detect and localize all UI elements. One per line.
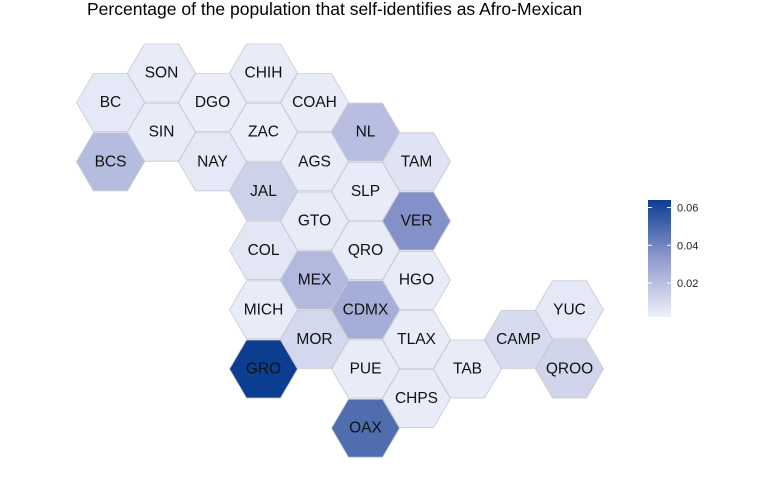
state-label-zac: ZAC: [248, 124, 279, 141]
state-label-yuc: YUC: [553, 301, 586, 318]
state-label-oax: OAX: [349, 420, 382, 437]
state-tile-ver: [382, 191, 451, 251]
state-label-camp: CAMP: [496, 331, 541, 348]
state-label-bc: BC: [100, 94, 122, 111]
state-label-qro: QRO: [348, 242, 383, 259]
state-tile-yuc: [535, 280, 604, 340]
legend-ticks: 0.02 0.04 0.06: [648, 203, 698, 290]
legend-tick-label: 0.04: [677, 240, 698, 252]
color-legend: 0.02 0.04 0.06: [648, 200, 698, 317]
state-label-qroo: QROO: [546, 361, 593, 378]
state-label-pue: PUE: [350, 361, 382, 378]
state-label-col: COL: [248, 242, 280, 259]
state-label-tab: TAB: [453, 361, 482, 378]
legend-colorbar: [648, 200, 671, 317]
state-label-chps: CHPS: [395, 390, 438, 407]
state-label-coah: COAH: [292, 94, 337, 111]
state-label-slp: SLP: [351, 183, 380, 200]
state-tile-gro: [229, 339, 298, 399]
state-label-gto: GTO: [298, 213, 331, 230]
state-label-ags: AGS: [298, 153, 331, 170]
state-label-tam: TAM: [401, 153, 433, 170]
state-label-nl: NL: [356, 124, 376, 141]
state-label-jal: JAL: [250, 183, 277, 200]
state-label-son: SON: [145, 65, 179, 82]
state-label-cdmx: CDMX: [343, 301, 389, 318]
legend-tick-label: 0.02: [677, 278, 698, 290]
state-label-chih: CHIH: [245, 65, 283, 82]
state-tiles: SON CHIH BC DGO COAH SIN ZAC NL BCS NAY AGS TAM JAL S…: [76, 43, 604, 458]
state-tile-tab: [433, 339, 502, 399]
state-label-ver: VER: [401, 213, 433, 230]
state-label-sin: SIN: [149, 124, 175, 141]
state-label-hgo: HGO: [399, 272, 434, 289]
state-label-nay: NAY: [197, 153, 228, 170]
state-label-mor: MOR: [296, 331, 332, 348]
state-tile-tam: [382, 132, 451, 192]
state-tile-oax: [331, 398, 400, 458]
state-label-mich: MICH: [244, 301, 284, 318]
legend-tick-label: 0.06: [677, 203, 698, 215]
state-tile-bcs: [76, 132, 145, 192]
state-label-tlax: TLAX: [397, 331, 436, 348]
state-label-gro: GRO: [246, 361, 281, 378]
state-tile-chps: [382, 369, 451, 429]
state-label-mex: MEX: [298, 272, 332, 289]
state-tile-hgo: [382, 250, 451, 310]
map-title: Percentage of the population that self-i…: [87, 0, 583, 19]
state-tile-qroo: [535, 339, 604, 399]
state-label-bcs: BCS: [95, 153, 127, 170]
state-label-dgo: DGO: [195, 94, 230, 111]
